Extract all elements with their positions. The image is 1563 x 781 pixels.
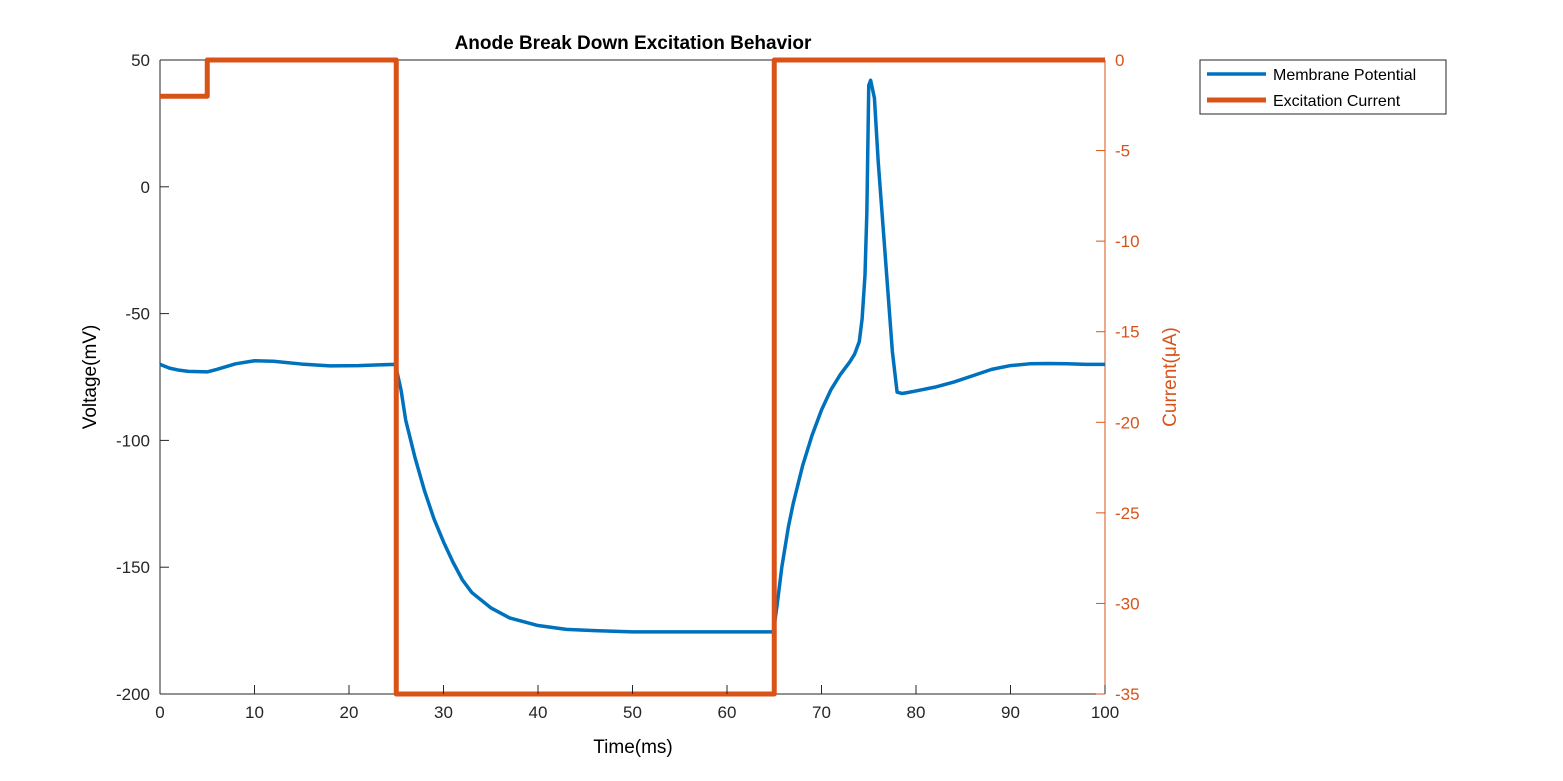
legend-label-excitation-current: Excitation Current [1273, 93, 1401, 110]
x-tick-label: 60 [718, 703, 737, 722]
y-tick-label-left: -150 [116, 558, 150, 577]
right-y-axis-label: Current(μA) [1160, 327, 1181, 427]
x-axis-label: Time(ms) [593, 737, 673, 758]
chart-title: Anode Break Down Excitation Behavior [455, 33, 812, 54]
y-tick-label-left: -200 [116, 685, 150, 704]
plot-frame [160, 60, 1105, 694]
x-tick-label: 90 [1001, 703, 1020, 722]
y-tick-label-left: -50 [125, 305, 150, 324]
x-tick-label: 40 [529, 703, 548, 722]
y-tick-label-right: -35 [1115, 685, 1140, 704]
y-tick-label-left: 50 [131, 51, 150, 70]
y-tick-label-right: -10 [1115, 232, 1140, 251]
x-tick-label: 10 [245, 703, 264, 722]
x-tick-label: 30 [434, 703, 453, 722]
legend-label-membrane-potential: Membrane Potential [1273, 67, 1416, 84]
legend-box [1199, 59, 1447, 115]
x-tick-label: 50 [623, 703, 642, 722]
y-tick-label-right: -5 [1115, 142, 1130, 161]
x-tick-label: 100 [1091, 703, 1119, 722]
x-ticks: 0 10 20 30 40 50 60 70 80 90 100 [155, 685, 1119, 722]
x-tick-label: 80 [907, 703, 926, 722]
legend: Membrane Potential Excitation Current [1199, 59, 1447, 115]
x-tick-label: 70 [812, 703, 831, 722]
y-tick-label-left: 0 [141, 178, 150, 197]
y-ticks-right: 0 -5 -10 -15 -20 -25 -30 -35 [1096, 51, 1140, 704]
y-tick-label-right: -25 [1115, 504, 1140, 523]
y-ticks-left: 50 0 -50 -100 -150 -200 [116, 51, 169, 704]
x-tick-label: 0 [155, 703, 164, 722]
series-line-excitation-current [160, 57, 1105, 697]
y-tick-label-left: -100 [116, 431, 150, 450]
series-line-membrane-potential [159, 78, 1105, 634]
y-tick-label-right: -15 [1115, 323, 1140, 342]
y-tick-label-right: -20 [1115, 413, 1140, 432]
y-tick-label-right: -30 [1115, 594, 1140, 613]
left-y-axis-label: Voltage(mV) [80, 325, 101, 430]
series-layer [159, 57, 1105, 697]
plot-area [159, 57, 1106, 697]
y-tick-label-right: 0 [1115, 51, 1124, 70]
x-tick-label: 20 [340, 703, 359, 722]
